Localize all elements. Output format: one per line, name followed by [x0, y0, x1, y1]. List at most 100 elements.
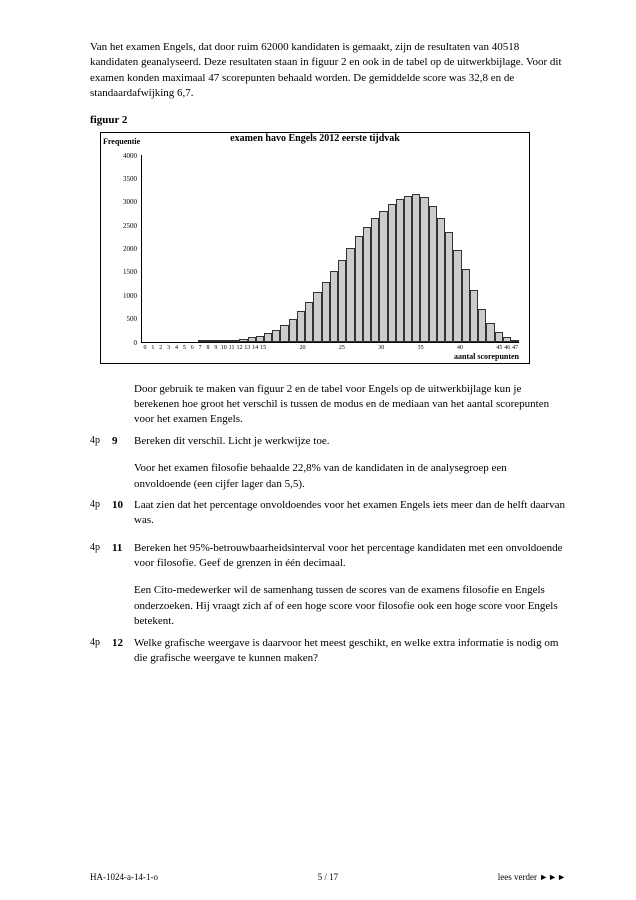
- bar: [388, 204, 396, 342]
- bar: [322, 282, 330, 341]
- question-9: 4p 9 Bereken dit verschil. Licht je werk…: [90, 434, 566, 449]
- x-tick: [267, 345, 275, 355]
- x-tick: [354, 345, 362, 355]
- x-tick: 30: [377, 345, 385, 355]
- q11-number: 11: [112, 541, 134, 572]
- x-tick: [409, 345, 417, 355]
- q9-number: 9: [112, 434, 134, 449]
- intro-paragraph: Van het examen Engels, dat door ruim 620…: [90, 40, 566, 102]
- chart-title: examen havo Engels 2012 eerste tijdvak: [101, 133, 529, 144]
- x-tick: [369, 345, 377, 355]
- bar: [223, 340, 231, 342]
- y-tick: 1000: [107, 292, 137, 300]
- x-tick: 11: [228, 345, 236, 355]
- x-tick: 35: [417, 345, 425, 355]
- x-tick: 2: [157, 345, 165, 355]
- q12-number: 12: [112, 636, 134, 667]
- y-tick: 3000: [107, 198, 137, 206]
- bar: [412, 194, 420, 341]
- bar: [371, 218, 379, 342]
- figure-label: figuur 2: [90, 114, 566, 126]
- q9-text: Bereken dit verschil. Licht je werkwijze…: [134, 434, 566, 449]
- y-tick: 2000: [107, 245, 137, 253]
- x-tick: [440, 345, 448, 355]
- x-tick: 3: [165, 345, 173, 355]
- y-tick: 2500: [107, 222, 137, 230]
- q12-points: 4p: [90, 636, 112, 667]
- bar: [511, 340, 519, 342]
- x-tick: 10: [220, 345, 228, 355]
- bar: [445, 232, 453, 342]
- bar: [256, 336, 264, 342]
- x-tick: [314, 345, 322, 355]
- q11-text: Bereken het 95%-betrouwbaarheidsinterval…: [134, 541, 566, 572]
- x-tick: 20: [299, 345, 307, 355]
- bar: [305, 302, 313, 342]
- x-tick: [330, 345, 338, 355]
- bar: [239, 339, 247, 342]
- question-11: 4p 11 Bereken het 95%-betrouwbaarheidsin…: [90, 541, 566, 572]
- bar: [215, 340, 223, 342]
- x-tick: [322, 345, 330, 355]
- x-tick: [291, 345, 299, 355]
- x-tick: [393, 345, 401, 355]
- bar: [363, 227, 371, 342]
- bar: [478, 309, 486, 342]
- x-tick: [432, 345, 440, 355]
- q10-text: Laat zien dat het percentage onvoldoende…: [134, 498, 566, 529]
- x-tick: 14: [251, 345, 259, 355]
- bar: [470, 290, 478, 341]
- y-axis-label: Frequentie: [103, 137, 140, 146]
- y-tick: 4000: [107, 152, 137, 160]
- y-tick: 1500: [107, 268, 137, 276]
- y-ticks: 05001000150020002500300035004000: [107, 156, 137, 343]
- bar: [437, 218, 445, 342]
- x-tick: [401, 345, 409, 355]
- footer-left: HA-1024-a-14-1-o: [90, 872, 158, 882]
- bar: [313, 292, 321, 341]
- footer-right: lees verder ►►►: [498, 872, 566, 882]
- q12-intro: Een Cito-medewerker wil de samenhang tus…: [134, 583, 566, 629]
- chart-box: examen havo Engels 2012 eerste tijdvak F…: [100, 132, 530, 364]
- q9-intro: Door gebruik te maken van figuur 2 en de…: [134, 382, 566, 428]
- bar: [346, 248, 354, 342]
- page-footer: HA-1024-a-14-1-o 5 / 17 lees verder ►►►: [0, 872, 636, 882]
- bar: [420, 197, 428, 342]
- x-tick: [385, 345, 393, 355]
- x-tick: 5: [180, 345, 188, 355]
- q10-points: 4p: [90, 498, 112, 529]
- bar: [338, 260, 346, 342]
- bar: [462, 269, 470, 341]
- x-tick: 0: [141, 345, 149, 355]
- q9-points: 4p: [90, 434, 112, 449]
- bars: [141, 155, 519, 343]
- bar: [297, 311, 305, 341]
- q12-text: Welke grafische weergave is daarvoor het…: [134, 636, 566, 667]
- x-tick: 7: [196, 345, 204, 355]
- bar: [486, 323, 494, 342]
- x-tick: [362, 345, 370, 355]
- bar: [495, 332, 503, 341]
- plot-area: 05001000150020002500300035004000 0123456…: [141, 156, 519, 343]
- q10-number: 10: [112, 498, 134, 529]
- question-10: 4p 10 Laat zien dat het percentage onvol…: [90, 498, 566, 529]
- bar: [396, 199, 404, 342]
- footer-center: 5 / 17: [318, 872, 339, 882]
- bar: [379, 211, 387, 342]
- y-tick: 500: [107, 315, 137, 323]
- bar: [289, 319, 297, 341]
- q11-points: 4p: [90, 541, 112, 572]
- x-tick: [283, 345, 291, 355]
- bar: [231, 340, 239, 342]
- bar: [198, 340, 206, 342]
- x-tick: [275, 345, 283, 355]
- bar: [453, 250, 461, 341]
- bar: [272, 330, 280, 342]
- x-tick: 15: [259, 345, 267, 355]
- x-tick: 6: [188, 345, 196, 355]
- bar: [404, 196, 412, 342]
- bar: [248, 337, 256, 341]
- bar: [206, 340, 214, 342]
- bar: [330, 271, 338, 341]
- x-tick: 12: [236, 345, 244, 355]
